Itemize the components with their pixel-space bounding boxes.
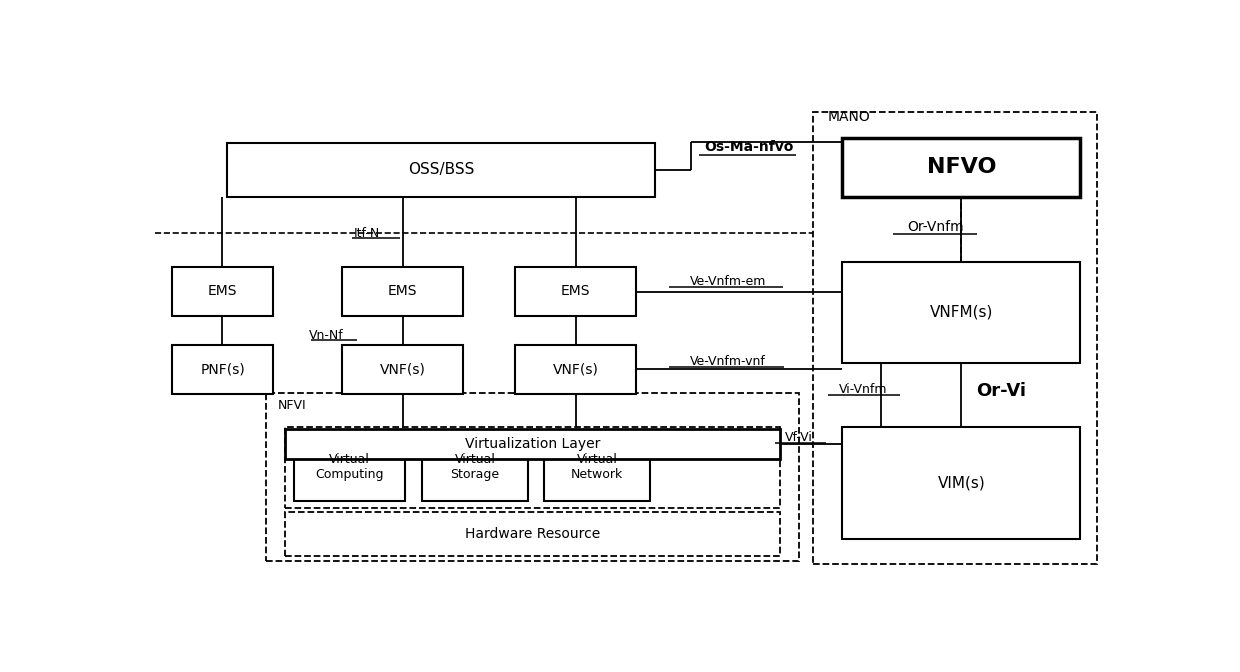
Text: EMS: EMS: [208, 284, 238, 298]
Text: VNFM(s): VNFM(s): [930, 304, 993, 320]
Text: Vn-Nf: Vn-Nf: [309, 329, 343, 342]
Bar: [172, 345, 273, 394]
Text: OSS/BSS: OSS/BSS: [408, 163, 474, 177]
Bar: [265, 392, 799, 561]
Text: NFVO: NFVO: [926, 157, 996, 177]
Bar: [813, 112, 1096, 564]
Text: Virtual
Network: Virtual Network: [570, 453, 624, 481]
Bar: [516, 267, 635, 316]
Text: Ve-Vnfm-em: Ve-Vnfm-em: [689, 275, 766, 288]
Bar: [342, 345, 463, 394]
Text: MANO: MANO: [828, 110, 870, 124]
Text: VNF(s): VNF(s): [379, 362, 425, 376]
Bar: [342, 267, 463, 316]
Text: Virtualization Layer: Virtualization Layer: [465, 437, 600, 452]
Bar: [544, 433, 650, 501]
Text: VIM(s): VIM(s): [937, 476, 985, 491]
Bar: [422, 433, 528, 501]
Text: Or-Vnfm: Or-Vnfm: [906, 220, 963, 234]
Text: Virtual
Storage: Virtual Storage: [450, 453, 500, 481]
Text: Ve-Vnfm-vnf: Ve-Vnfm-vnf: [689, 355, 765, 368]
Text: EMS: EMS: [388, 284, 417, 298]
Text: NFVI: NFVI: [278, 399, 306, 412]
Bar: [516, 345, 635, 394]
Bar: [172, 267, 273, 316]
Text: Virtual
Computing: Virtual Computing: [315, 453, 384, 481]
Text: Or-Vi: Or-Vi: [976, 382, 1025, 400]
Bar: [842, 138, 1080, 197]
Bar: [227, 142, 655, 197]
Text: Vf-Vi: Vf-Vi: [785, 431, 812, 444]
Text: Os-Ma-nfvo: Os-Ma-nfvo: [704, 140, 794, 154]
Text: Hardware Resource: Hardware Resource: [465, 527, 600, 541]
Bar: [842, 261, 1080, 363]
Text: Vi-Vnfm: Vi-Vnfm: [839, 383, 888, 396]
Bar: [285, 511, 780, 556]
Text: EMS: EMS: [560, 284, 590, 298]
Bar: [842, 427, 1080, 538]
Bar: [285, 427, 780, 507]
Bar: [285, 429, 780, 460]
Bar: [294, 433, 404, 501]
Text: VNF(s): VNF(s): [553, 362, 599, 376]
Text: Itf-N: Itf-N: [353, 226, 379, 240]
Text: PNF(s): PNF(s): [201, 362, 246, 376]
